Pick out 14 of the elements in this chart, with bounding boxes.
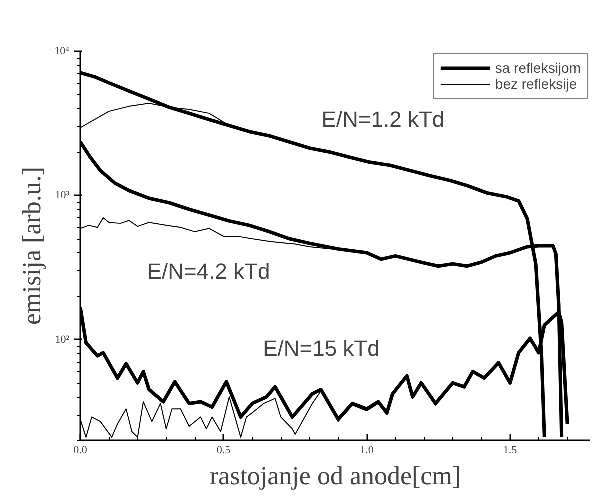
- legend-label: sa refleksijom: [495, 60, 581, 76]
- y-tick-label: 10³: [55, 190, 70, 202]
- y-tick-label: 10⁴: [54, 46, 70, 58]
- y-tick-label: 10²: [55, 334, 70, 346]
- x-tick-label: 0.0: [74, 444, 88, 456]
- x-tick-label: 1.0: [360, 444, 374, 456]
- x-tick-label: 0.5: [216, 444, 232, 456]
- y-axis-title: emisija [arb.u.]: [18, 166, 47, 326]
- legend-label: bez refleksije: [495, 76, 578, 92]
- annotation: E/N=4.2 kTd: [147, 258, 270, 284]
- annotation: E/N=1.2 kTd: [322, 107, 445, 132]
- annotation: E/N=15 kTd: [263, 336, 380, 362]
- x-tick-label: 1.5: [503, 444, 518, 456]
- x-axis-title: rastojanje od anode[cm]: [210, 462, 462, 490]
